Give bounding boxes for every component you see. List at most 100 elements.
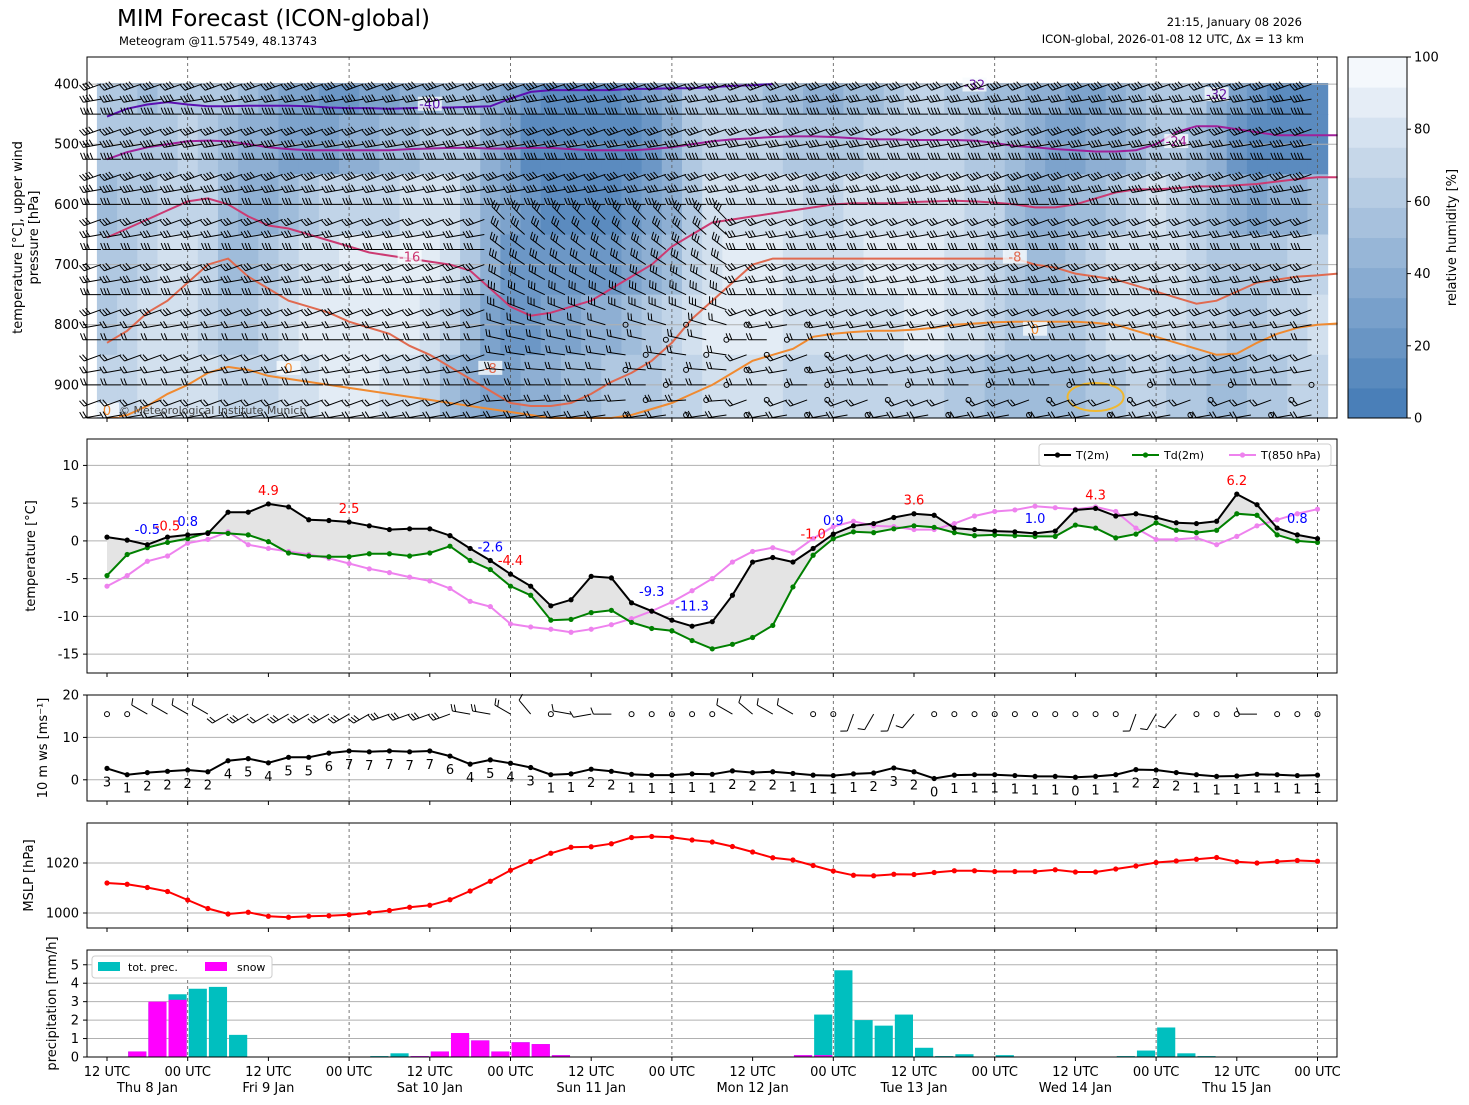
upper-wind-barb [159, 366, 182, 374]
barb-feather [384, 83, 391, 90]
barb-feather [159, 355, 166, 362]
barb-feather [327, 127, 333, 134]
barb-feather [126, 152, 131, 160]
barb-feather [344, 185, 350, 193]
barb-feather [364, 83, 370, 90]
rh-cell [157, 82, 179, 115]
barb-feather [89, 107, 94, 115]
barb-feather [108, 139, 114, 146]
barb-feather [209, 81, 215, 88]
barb-feather [327, 94, 333, 102]
barb-feather [85, 308, 91, 314]
barb-feather [143, 197, 148, 205]
barb-feather [321, 276, 326, 284]
barb-feather [304, 321, 309, 328]
barb-feather [328, 197, 333, 205]
barb-feather [99, 186, 104, 193]
barb-feather [230, 152, 235, 160]
barb-feather [263, 173, 270, 180]
barb-feather [163, 197, 168, 205]
barb-feather [351, 152, 356, 160]
barb-feather [587, 312, 589, 320]
barb-feather [305, 287, 309, 295]
barb-feather [362, 152, 366, 160]
barb-feather [210, 107, 215, 115]
barb-feather [200, 411, 205, 419]
barb-feather [344, 128, 350, 135]
barb-feather [160, 378, 165, 386]
barb-feather [79, 366, 84, 374]
barb-feather [280, 276, 286, 284]
barb-feather [99, 84, 105, 91]
upper-wind-barb [159, 81, 182, 91]
upper-wind-barb [140, 333, 162, 341]
barb-feather [389, 152, 393, 160]
rh-cell [944, 82, 966, 115]
upper-wind-barb [321, 139, 344, 148]
barb-feather [179, 129, 186, 136]
upper-wind-barb [99, 94, 122, 103]
barb-feather [301, 265, 307, 272]
upper-wind-barb [201, 107, 223, 115]
barb-feather [183, 230, 188, 238]
rh-cell [782, 82, 804, 115]
upper-wind-barb [382, 242, 404, 251]
barb-feather [301, 107, 306, 115]
upper-wind-barb [301, 262, 324, 272]
barb-feather [221, 378, 225, 386]
barb-feather [105, 275, 111, 282]
barb-feather [209, 184, 215, 192]
barb-feather [388, 230, 393, 237]
barb-feather [269, 81, 276, 88]
barb-feather [260, 231, 266, 238]
barb-feather [163, 275, 168, 283]
barb-feather [263, 264, 270, 270]
isotherm-warm-loop [1066, 381, 1125, 412]
upper-wind-barb [79, 275, 102, 284]
barb-feather [79, 141, 84, 148]
barb-feather [140, 197, 144, 205]
upper-wind-barb [139, 399, 162, 407]
upper-wind-barb [301, 333, 323, 341]
barb-feather [301, 95, 306, 103]
barb-feather [119, 220, 125, 226]
barb-feather [142, 275, 148, 283]
upper-wind-barb [362, 152, 384, 160]
barb-feather [331, 152, 336, 160]
barb-feather [142, 173, 149, 180]
barb-feather [268, 197, 272, 205]
barb-feather [362, 242, 366, 250]
upper-wind-barb [160, 333, 182, 341]
barb-feather [200, 186, 205, 193]
barb-feather [321, 220, 327, 226]
upper-wind-barb [321, 321, 344, 329]
barb-feather [280, 174, 287, 181]
barb-feather [82, 95, 87, 102]
barb-feather [331, 107, 336, 115]
barb-feather [108, 171, 114, 178]
rh-cell [177, 82, 199, 115]
barb-feather [108, 184, 114, 192]
upper-wind-barb [280, 321, 303, 329]
barb-feather [119, 400, 125, 407]
barb-feather [168, 81, 175, 88]
upper-wind-barb [321, 308, 344, 317]
barb-feather [270, 94, 275, 101]
barb-feather [371, 184, 376, 192]
isotherm-label: -16 [399, 251, 420, 266]
barb-feather [119, 355, 125, 362]
rh-cell [520, 354, 542, 419]
upper-wind-barb [139, 262, 162, 272]
barb-feather [123, 197, 128, 205]
barb-feather [304, 95, 309, 102]
upper-wind-barb [179, 126, 203, 136]
barb-feather [149, 184, 154, 192]
upper-wind-barb [240, 230, 263, 239]
barb-feather [283, 399, 290, 406]
rh-cell [399, 82, 421, 115]
barb-feather [324, 354, 330, 361]
upper-wind-barb [179, 171, 203, 181]
barb-feather [223, 83, 229, 90]
barb-feather [229, 171, 235, 178]
barb-feather [142, 185, 148, 193]
